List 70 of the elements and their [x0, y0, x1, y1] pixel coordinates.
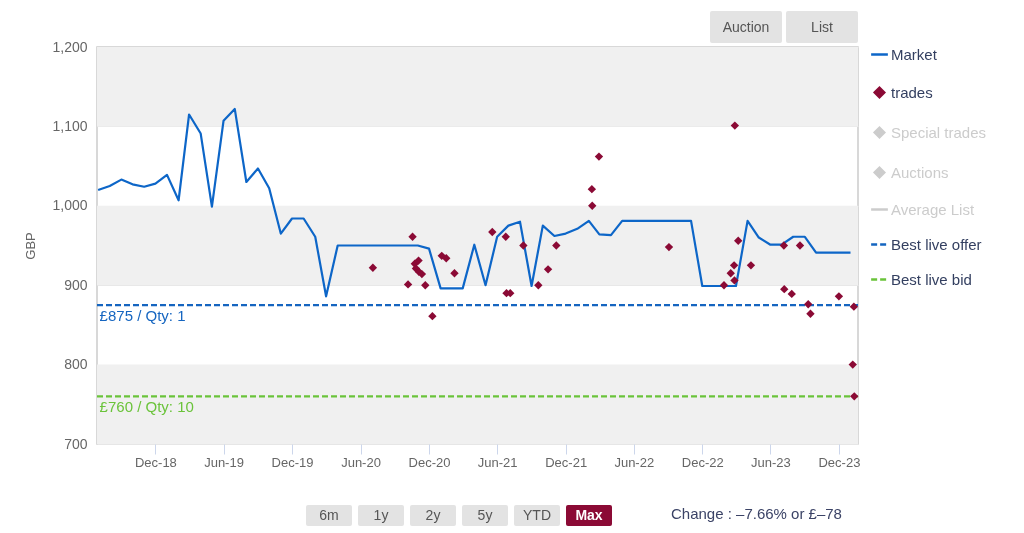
range-button[interactable]: 6m: [306, 505, 352, 526]
point: [552, 241, 561, 250]
annotation: £760 / Qty: 10: [99, 398, 194, 416]
tab-button[interactable]: List: [786, 11, 858, 43]
point: [795, 241, 805, 250]
point: [726, 269, 735, 278]
point: [428, 311, 437, 321]
point: [806, 309, 815, 318]
legend-label: Market: [891, 45, 938, 63]
point: [664, 242, 674, 252]
tab-button[interactable]: Auction: [710, 11, 782, 43]
range-button[interactable]: 2y: [410, 505, 456, 526]
x-tick-label: Dec-18: [134, 454, 177, 470]
point: [834, 292, 844, 301]
point: [414, 256, 423, 265]
point: [519, 241, 528, 250]
legend-label: Best live bid: [891, 270, 972, 288]
point: [787, 289, 796, 299]
point: [730, 276, 739, 285]
point: [488, 227, 497, 237]
y-axis-title: GBP: [23, 232, 39, 260]
point: [543, 265, 553, 274]
x-tick-label: Jun-19: [204, 454, 244, 470]
x-tick-label: Jun-23: [751, 454, 791, 470]
point: [587, 184, 597, 194]
range-button[interactable]: YTD: [514, 505, 560, 526]
point: [850, 392, 859, 401]
x-tick-label: Jun-21: [477, 454, 518, 470]
x-tick-label: Dec-22: [681, 454, 724, 470]
point: [804, 300, 813, 309]
point: [588, 201, 597, 210]
point: [450, 269, 459, 278]
point: [780, 284, 789, 294]
x-tick-label: Jun-20: [341, 454, 381, 470]
y-tick-label: 900: [64, 276, 88, 293]
y-tick-label: 1,200: [52, 38, 88, 55]
y-tick-label: 1,000: [52, 197, 88, 214]
point: [848, 360, 857, 369]
x-tick-label: Dec-19: [271, 454, 314, 470]
point: [437, 251, 446, 261]
point: [730, 121, 740, 130]
point: [734, 236, 743, 245]
line-series: [97, 107, 852, 298]
x-tick-label: Jun-22: [614, 454, 655, 470]
legend-label: Best live offer: [891, 235, 982, 253]
point: [408, 232, 417, 241]
y-tick-label: 700: [64, 435, 88, 452]
point: [534, 281, 543, 290]
point: [368, 263, 378, 272]
annotation: £875 / Qty: 1: [99, 307, 186, 325]
point: [403, 280, 413, 289]
point: [501, 232, 510, 241]
text: Change : –7.66% or £–78: [671, 505, 842, 522]
legend-label: trades: [891, 83, 933, 101]
point: [719, 281, 729, 290]
y-tick-label: 800: [64, 356, 88, 373]
x-tick-label: Dec-20: [408, 454, 451, 470]
point: [421, 281, 430, 290]
range-button[interactable]: 5y: [462, 505, 508, 526]
point: [746, 261, 756, 270]
range-button[interactable]: 1y: [358, 505, 404, 526]
x-tick-label: Dec-21: [545, 454, 588, 470]
range-button[interactable]: Max: [566, 505, 612, 526]
point: [442, 254, 451, 263]
point: [849, 302, 859, 311]
x-tick-label: Dec-23: [818, 454, 861, 470]
point: [729, 261, 739, 270]
point: [594, 152, 604, 161]
y-tick-label: 1,100: [52, 117, 88, 134]
point: [779, 241, 789, 250]
